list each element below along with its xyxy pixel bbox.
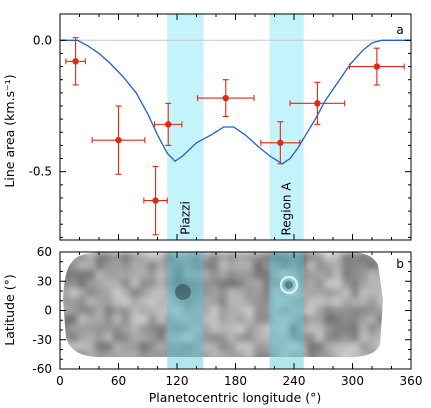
panel-label-a: a xyxy=(396,23,403,37)
y-tick-label-b: -30 xyxy=(32,333,52,347)
region-band-2 xyxy=(269,14,304,240)
panel-b: 60 30 0 -30 -60 b Latitude (°) xyxy=(2,245,412,376)
data-marker xyxy=(277,139,284,146)
x-tick-label: 300 xyxy=(341,374,364,388)
y-axis-label-a: Line area (km.s⁻¹) xyxy=(2,74,17,187)
data-marker xyxy=(152,197,159,204)
region-bands-b xyxy=(167,252,304,369)
data-point-7 xyxy=(289,81,346,125)
data-point-2 xyxy=(91,105,146,175)
x-tick-label: 180 xyxy=(224,374,247,388)
data-marker xyxy=(222,94,229,102)
data-marker xyxy=(72,58,79,65)
y-tick-label-b: 60 xyxy=(37,245,52,259)
y-axis-label-b: Latitude (°) xyxy=(2,274,17,345)
region-band-b-2 xyxy=(269,252,304,369)
y-tick-labels-a: 0.0 -0.5 xyxy=(29,33,52,178)
panel-a: Piazzi Region A 0.0 -0.5 a Line area (km.s… xyxy=(2,13,412,241)
data-point-6 xyxy=(260,121,301,165)
data-marker xyxy=(165,121,172,128)
axis-ticks-a xyxy=(59,14,412,240)
data-point-8 xyxy=(349,47,405,86)
data-point-4 xyxy=(154,102,183,146)
region-label-1: Piazzi xyxy=(178,201,192,235)
y-tick-label: -0.5 xyxy=(29,165,52,179)
region-bands-a xyxy=(167,14,304,240)
region-band-1 xyxy=(167,14,204,240)
x-tick-label: 60 xyxy=(111,374,126,388)
data-point-1 xyxy=(65,37,86,86)
data-marker xyxy=(115,136,122,144)
crater-region-a-center xyxy=(285,281,293,289)
plot-frame-a xyxy=(59,13,412,241)
x-tick-label: 120 xyxy=(166,374,189,388)
x-tick-label: 360 xyxy=(400,374,423,388)
data-point-3 xyxy=(143,165,168,236)
region-labels: Piazzi Region A xyxy=(178,182,293,236)
x-tick-labels: 0 60 120 180 240 300 360 xyxy=(56,374,422,388)
crater-piazzi xyxy=(175,284,191,300)
data-marker xyxy=(373,63,381,70)
y-tick-labels-b: 60 30 0 -30 -60 xyxy=(32,245,52,376)
y-tick-label: 0.0 xyxy=(33,33,52,47)
data-point-5 xyxy=(196,79,255,118)
region-band-b-1 xyxy=(167,252,204,369)
y-tick-label-b: -60 xyxy=(32,362,52,376)
y-tick-label-b: 0 xyxy=(44,304,52,318)
measurements xyxy=(65,37,405,236)
region-label-2: Region A xyxy=(280,182,294,236)
axis-ticks-b xyxy=(59,251,412,370)
albedo-map xyxy=(63,252,383,358)
model-curve xyxy=(60,39,411,165)
y-tick-label-b: 30 xyxy=(37,274,52,288)
x-axis-label: Planetocentric longitude (°) xyxy=(149,390,322,405)
x-tick-label: 0 xyxy=(56,374,64,388)
crater-features xyxy=(175,275,299,300)
crater-region-a xyxy=(279,275,299,295)
x-tick-label: 240 xyxy=(283,374,306,388)
panel-label-b: b xyxy=(396,257,404,271)
data-marker xyxy=(314,100,321,107)
